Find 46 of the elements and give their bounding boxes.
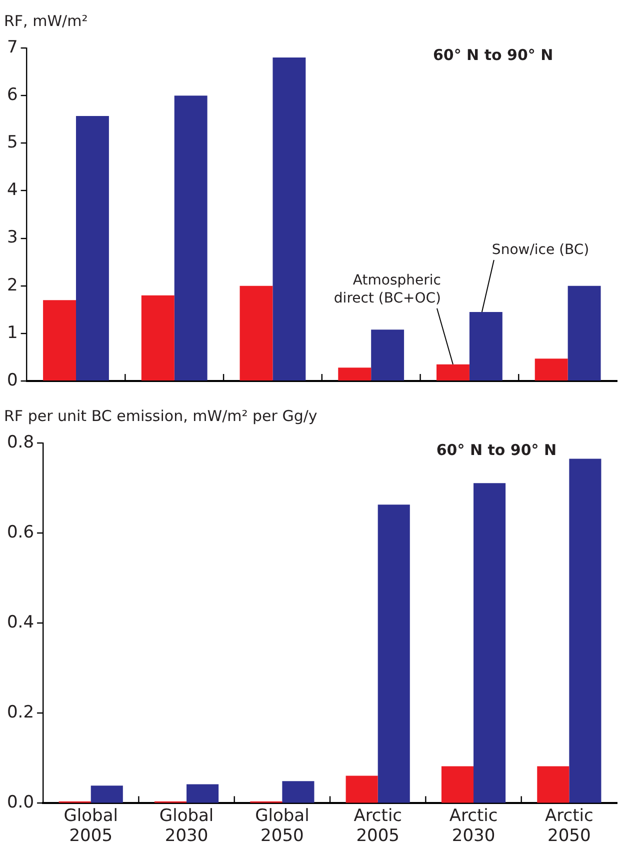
bar	[338, 368, 372, 380]
x-tick-label: Arctic 2030	[449, 806, 498, 846]
bar	[346, 776, 378, 803]
bar	[568, 286, 601, 380]
x-tick-label: Arctic 2050	[545, 806, 594, 846]
bar	[371, 330, 404, 380]
bar	[272, 58, 306, 380]
bar	[174, 96, 208, 380]
bar	[282, 781, 314, 803]
y-tick-label: 0.6	[6, 522, 34, 542]
x-tick-label: Global 2030	[159, 806, 214, 846]
y-tick-label: 0.0	[6, 792, 34, 813]
y-axis-title: RF per unit BC emission, mW/m² per Gg/y	[4, 407, 318, 425]
y-axis-title: RF, mW/m²	[4, 12, 88, 30]
bar	[569, 458, 602, 803]
bar	[141, 295, 174, 380]
series-label: Snow/ice (BC)	[492, 242, 590, 258]
x-tick-label: Global 2005	[64, 806, 118, 846]
bar	[534, 358, 568, 380]
y-tick-label: 2	[6, 275, 18, 296]
bar	[378, 504, 410, 803]
bar	[441, 766, 474, 803]
y-tick-label: 0	[6, 370, 18, 390]
annotation: 60° N to 90° N	[432, 46, 554, 64]
y-tick-label: 5	[6, 132, 18, 153]
bar	[240, 286, 273, 380]
annotation: 60° N to 90° N	[436, 441, 557, 459]
y-tick-label: 0.8	[6, 432, 34, 452]
y-tick-label: 3	[6, 228, 18, 248]
y-tick-label: 4	[6, 180, 18, 200]
bar	[474, 483, 506, 803]
bar	[537, 766, 570, 803]
y-tick-label: 7	[6, 37, 18, 58]
y-tick-label: 1	[6, 322, 18, 343]
bar	[76, 116, 109, 380]
bar	[186, 784, 219, 803]
x-tick-label: Arctic 2005	[354, 806, 402, 846]
bar	[469, 312, 502, 380]
y-tick-label: 0.4	[6, 612, 34, 633]
y-tick-label: 6	[6, 84, 18, 105]
bar	[90, 786, 123, 803]
bar	[43, 300, 76, 380]
bar	[436, 364, 470, 380]
text: Atmospheric direct (BC+OC)	[334, 272, 441, 306]
x-tick-label: Global 2050	[255, 806, 310, 846]
y-tick-label: 0.2	[6, 702, 34, 723]
